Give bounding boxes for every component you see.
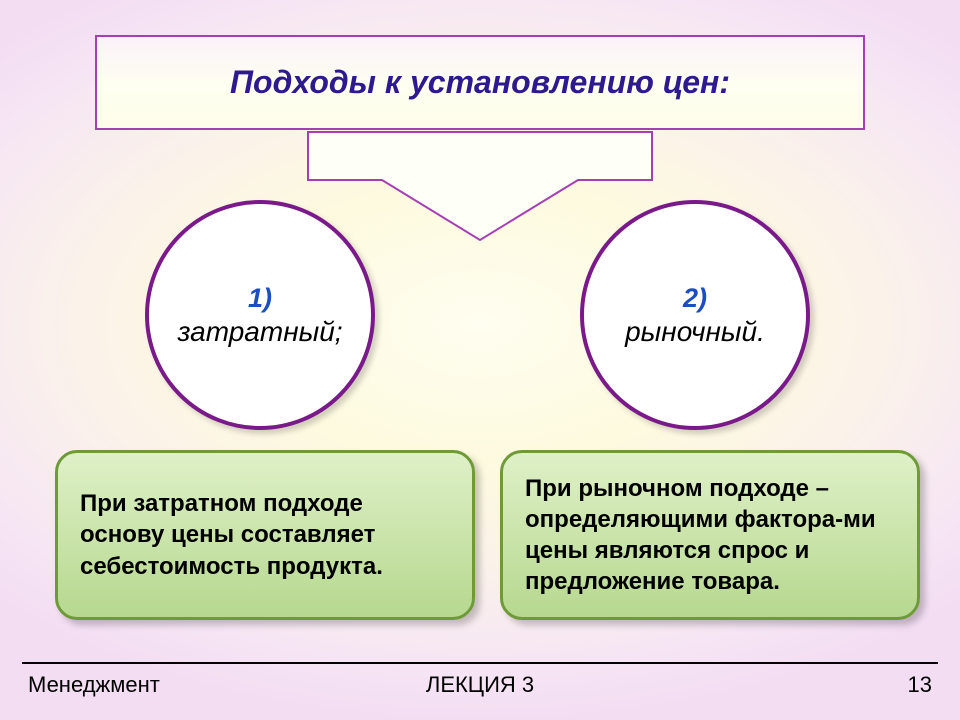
approach-label-1: затратный; <box>177 316 342 348</box>
footer-page-number: 13 <box>908 672 932 698</box>
approach-circle-2: 2) рыночный. <box>580 200 810 430</box>
approach-number-2: 2) <box>683 283 707 314</box>
description-box-2: При рыночном подходе – определяющими фак… <box>500 450 920 620</box>
slide-content: Подходы к установлению цен: 1) затратный… <box>0 0 960 720</box>
approach-circle-1: 1) затратный; <box>145 200 375 430</box>
description-text-1: При затратном подходе основу цены состав… <box>80 488 450 582</box>
title-box: Подходы к установлению цен: <box>95 35 865 130</box>
description-text-2: При рыночном подходе – определяющими фак… <box>525 473 895 598</box>
description-box-1: При затратном подходе основу цены состав… <box>55 450 475 620</box>
footer-divider <box>22 662 938 664</box>
approach-label-2: рыночный. <box>625 316 765 348</box>
title-text: Подходы к установлению цен: <box>230 64 730 101</box>
footer-center: ЛЕКЦИЯ 3 <box>426 672 534 698</box>
approach-number-1: 1) <box>248 283 272 314</box>
down-arrow <box>300 128 660 248</box>
footer-left: Менеджмент <box>28 672 160 698</box>
